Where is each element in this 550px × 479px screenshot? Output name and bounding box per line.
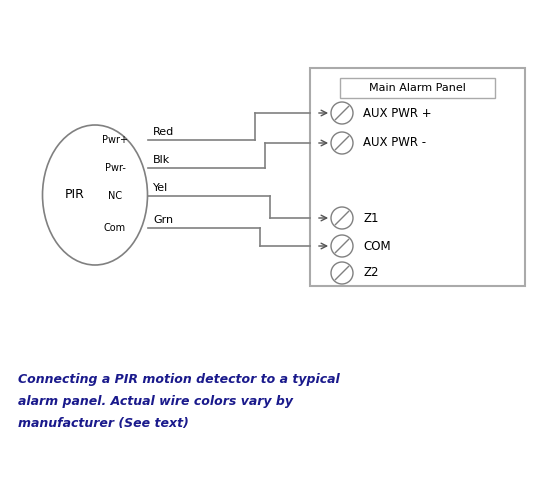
Bar: [340, 78, 495, 98]
Text: AUX PWR -: AUX PWR -: [363, 137, 426, 149]
Text: Pwr+: Pwr+: [102, 135, 128, 145]
Text: Main Alarm Panel: Main Alarm Panel: [369, 83, 466, 93]
Bar: [310, 68, 525, 286]
Text: manufacturer (See text): manufacturer (See text): [18, 418, 189, 431]
Text: Z2: Z2: [363, 266, 378, 280]
Text: Pwr-: Pwr-: [104, 163, 125, 173]
Text: Blk: Blk: [153, 155, 170, 165]
Text: NC: NC: [108, 191, 122, 201]
Text: COM: COM: [363, 240, 390, 252]
Text: Com: Com: [104, 223, 126, 233]
Text: AUX PWR +: AUX PWR +: [363, 106, 432, 119]
Text: Connecting a PIR motion detector to a typical: Connecting a PIR motion detector to a ty…: [18, 374, 340, 387]
Text: PIR: PIR: [65, 189, 85, 202]
Text: Z1: Z1: [363, 212, 378, 225]
Text: Yel: Yel: [153, 183, 168, 193]
Text: Red: Red: [153, 127, 174, 137]
Text: alarm panel. Actual wire colors vary by: alarm panel. Actual wire colors vary by: [18, 396, 293, 409]
Text: Grn: Grn: [153, 215, 173, 225]
